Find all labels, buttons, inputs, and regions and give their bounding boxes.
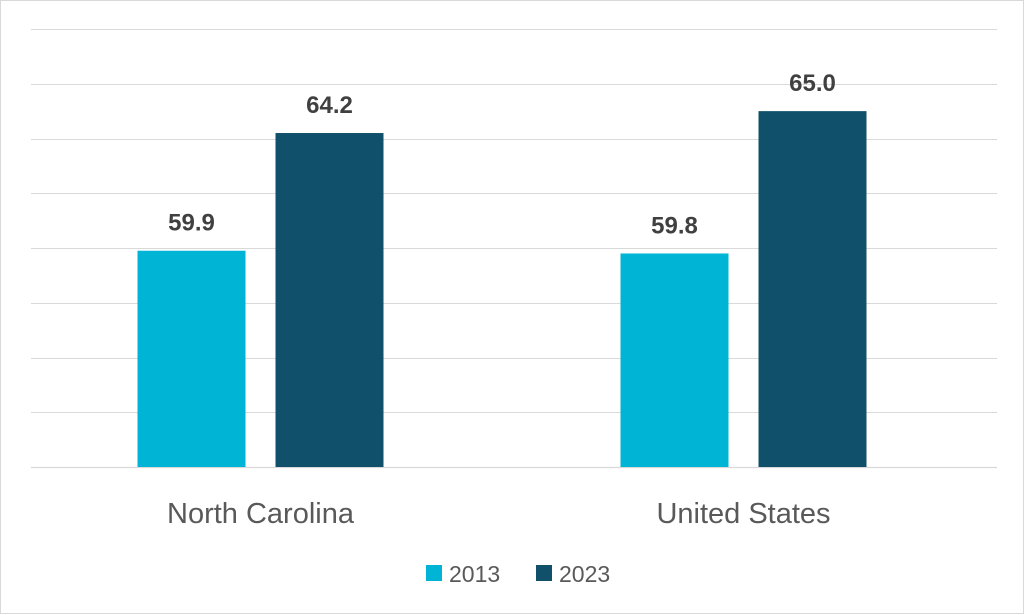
bar-2023-north-carolina	[275, 133, 384, 467]
data-label: 59.9	[168, 210, 215, 237]
legend-label: 2023	[559, 561, 610, 587]
legend-swatch	[536, 565, 552, 581]
data-label: 59.8	[651, 212, 698, 239]
category-labels: North Carolina United States	[167, 498, 831, 530]
data-labels: 59.9 64.2 59.8 65.0	[168, 70, 836, 239]
legend-swatch	[426, 565, 442, 581]
category-label: United States	[656, 498, 830, 530]
data-label: 64.2	[306, 92, 353, 119]
data-label: 65.0	[789, 70, 836, 97]
bar-2013-united-states	[620, 253, 729, 467]
bar-2023-united-states	[758, 111, 867, 467]
bar-2013-north-carolina	[137, 250, 246, 467]
legend-label: 2013	[449, 561, 500, 587]
category-label: North Carolina	[167, 498, 355, 530]
legend: 2013 2023	[426, 561, 610, 587]
bars	[137, 111, 867, 467]
